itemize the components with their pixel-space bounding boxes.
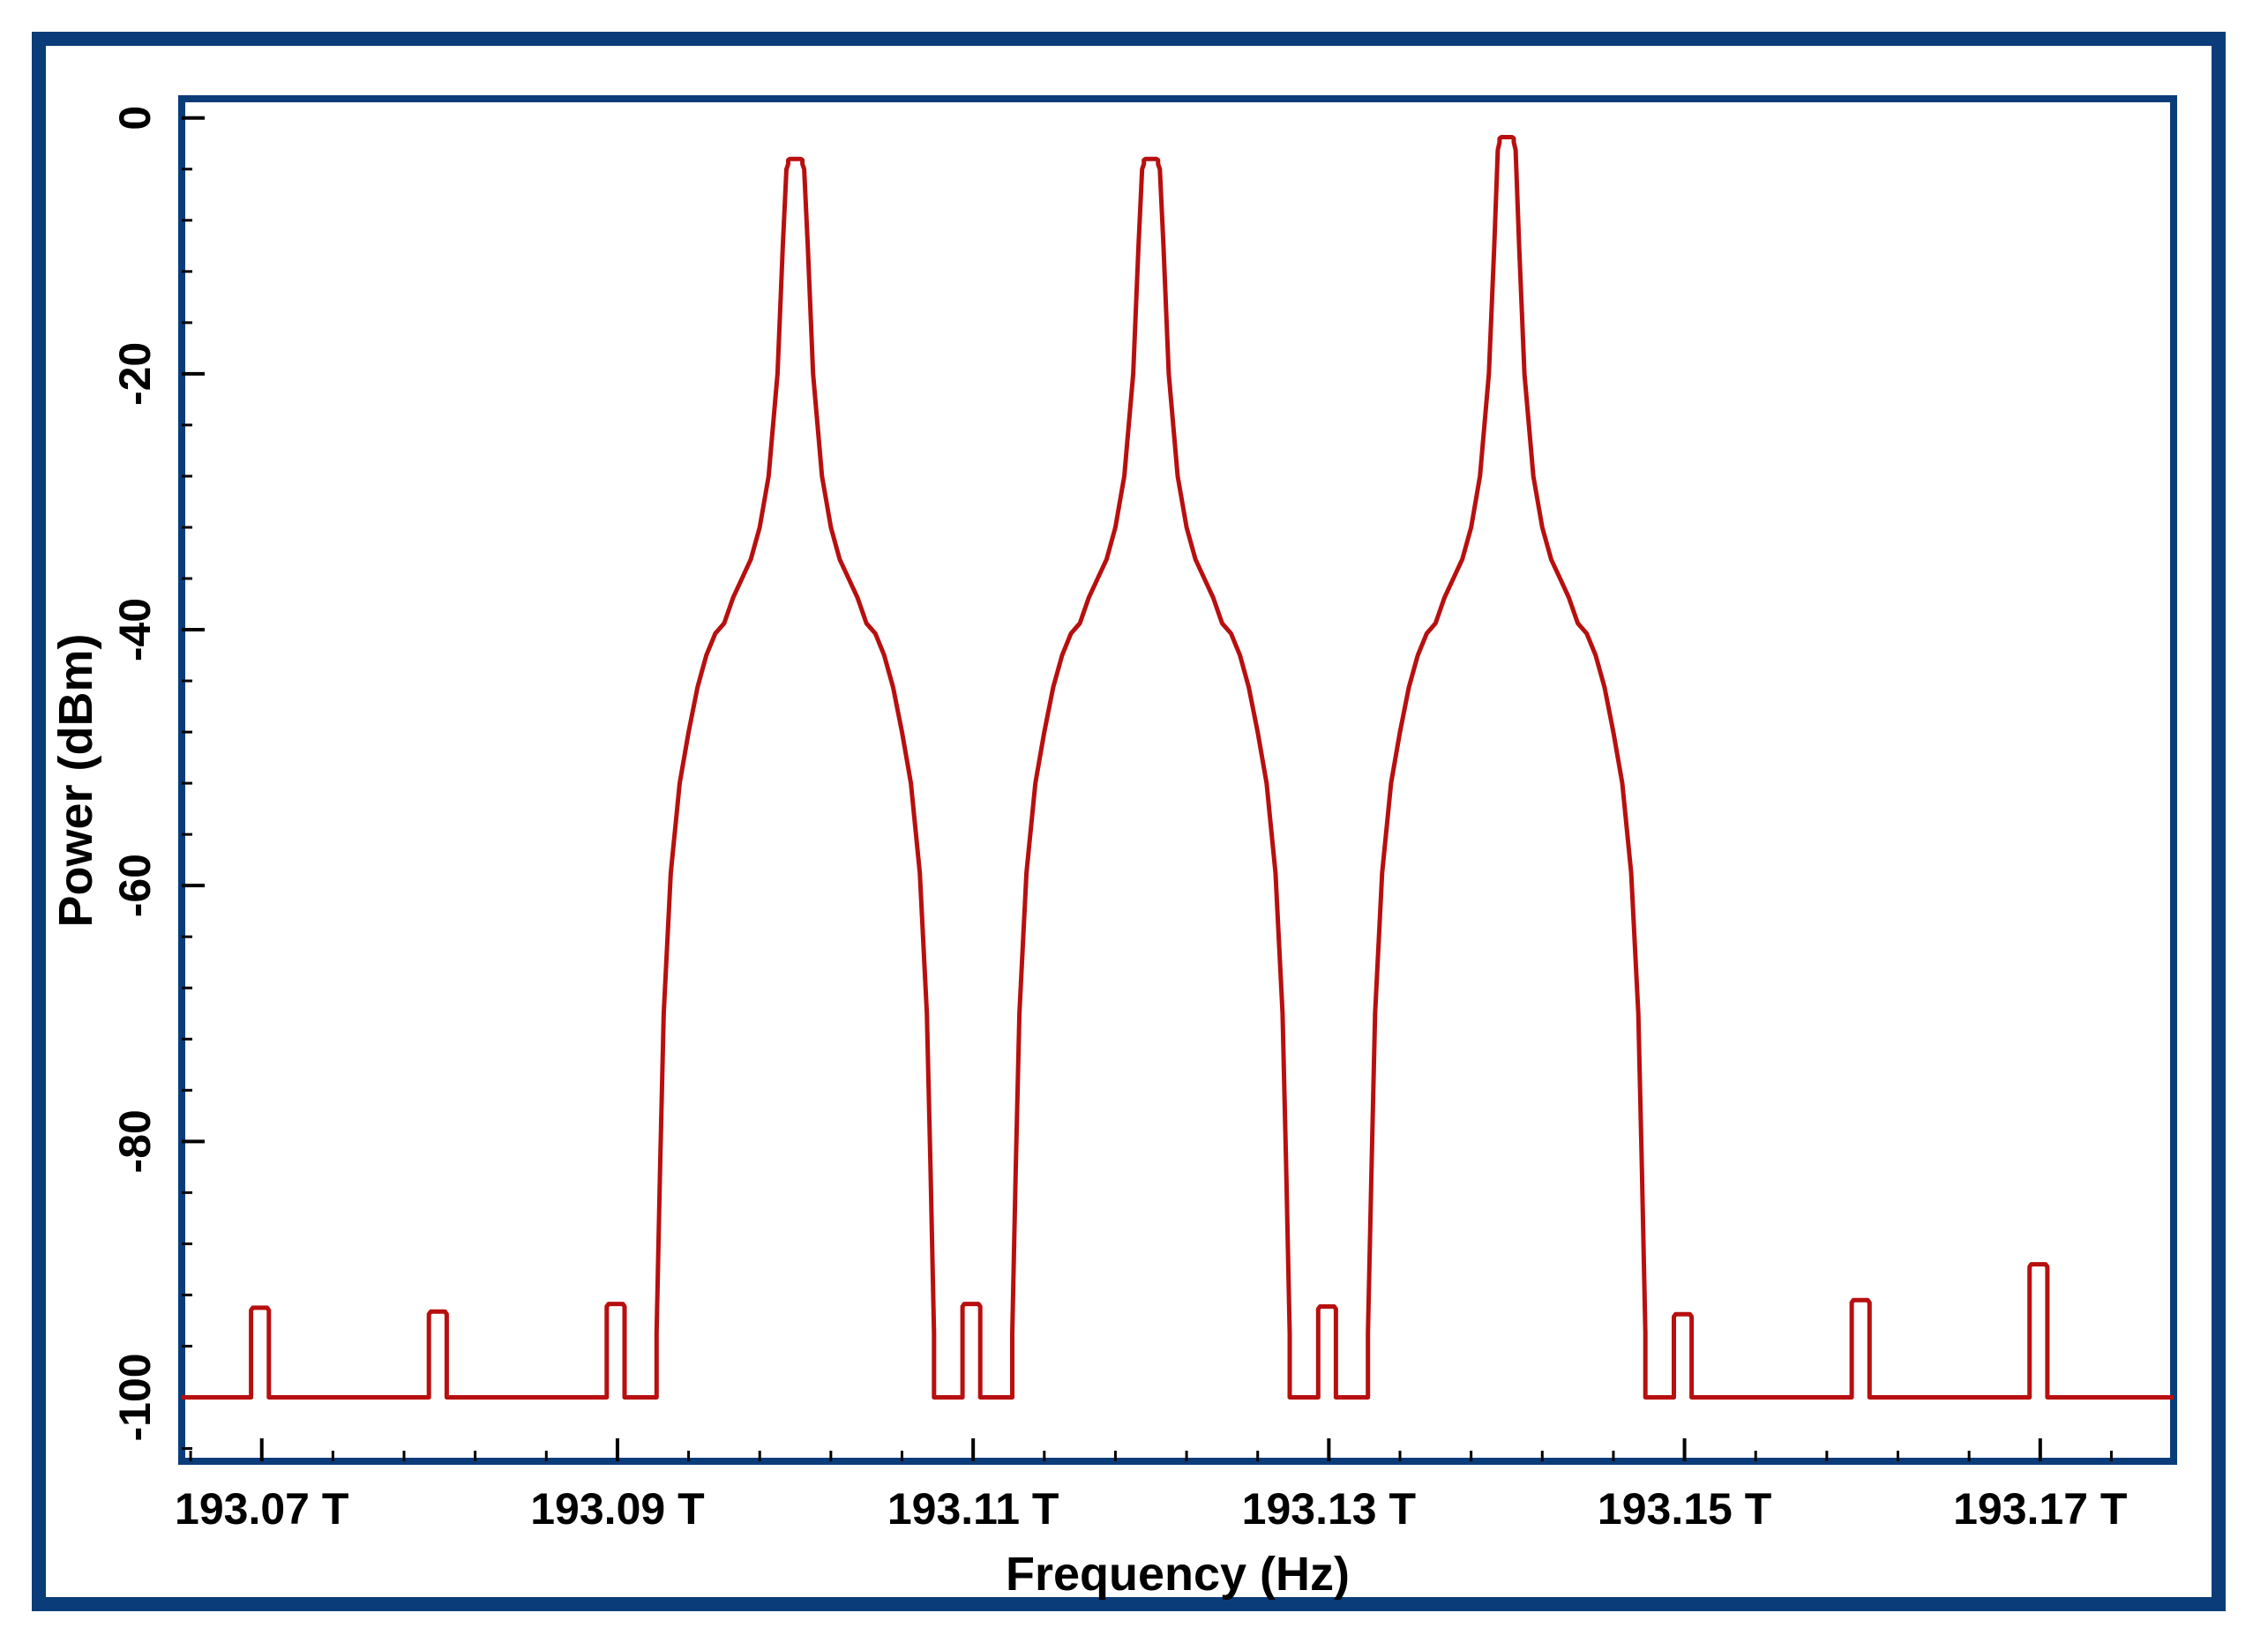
x-axis-title: Frequency (Hz): [1006, 1548, 1350, 1601]
x-tick-label: 193.07 T: [175, 1484, 348, 1534]
y-axis-tick-labels: 0 -20 -40 -60 -80 -100: [110, 106, 160, 1442]
y-tick-label: 0: [110, 106, 160, 131]
x-axis-major-ticks: [259, 1438, 2042, 1461]
x-tick-label: 193.15 T: [1598, 1484, 1771, 1534]
x-tick-label: 193.11 T: [887, 1484, 1059, 1534]
y-tick-label: -20: [110, 342, 160, 406]
y-tick-label: -80: [110, 1109, 160, 1173]
x-axis-minor-ticks: [189, 1451, 2113, 1461]
x-tick-label: 193.09 T: [530, 1484, 704, 1534]
y-tick-label: -40: [110, 598, 160, 661]
plot-area: [178, 95, 2177, 1465]
y-tick-label: -60: [110, 854, 160, 917]
series-layer: [182, 135, 2174, 1400]
y-tick-label: -100: [110, 1353, 160, 1441]
y-axis-title: Power (dBm): [49, 633, 102, 927]
power-spectrum-line-0: [182, 135, 2174, 1400]
y-axis-minor-ticks: [182, 168, 192, 1450]
x-axis-tick-labels: 193.07 T 193.09 T 193.11 T 193.13 T 193.15 T…: [175, 1484, 2127, 1534]
x-tick-label: 193.17 T: [1953, 1484, 2127, 1534]
x-tick-label: 193.13 T: [1242, 1484, 1416, 1534]
